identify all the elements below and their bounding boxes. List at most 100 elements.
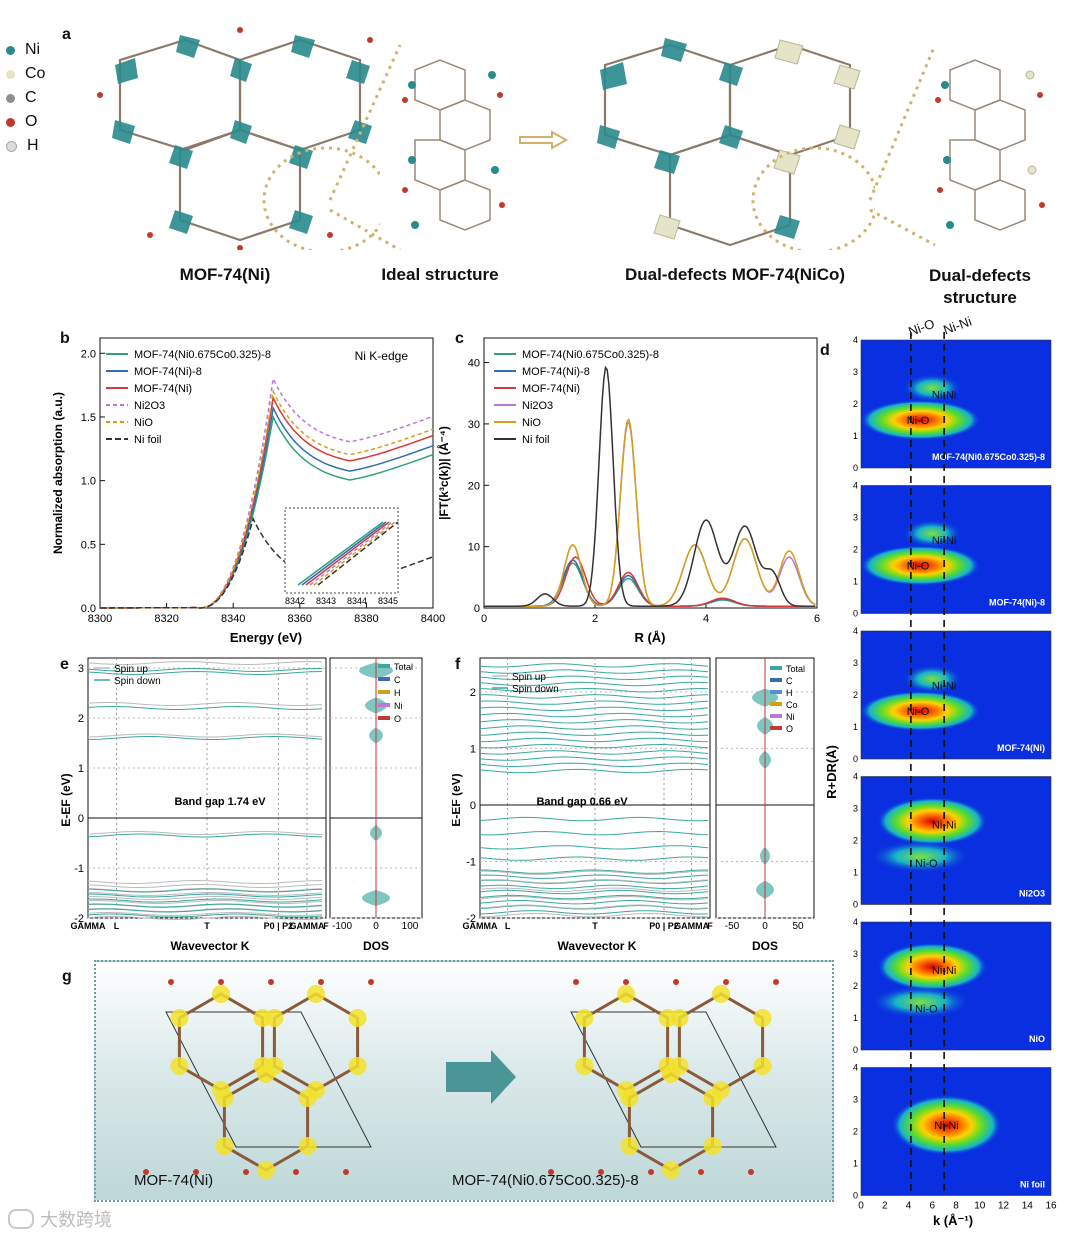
- dos-legend-swatch: [378, 690, 390, 694]
- oxygen-atom: [318, 979, 324, 985]
- inset-tick-label: 8344: [347, 596, 367, 606]
- legend-label: MOF-74(Ni)-8: [134, 366, 202, 378]
- h-dot-icon: [6, 140, 17, 152]
- caption-ideal-structure: Ideal structure: [381, 265, 499, 284]
- c-dot-icon: [6, 93, 15, 103]
- kpoint-label: T: [592, 921, 598, 931]
- band-line: [480, 869, 708, 874]
- x-tick-label: 2: [592, 613, 598, 625]
- x-tick-label: 8: [953, 1201, 959, 1212]
- panel-g-letter: g: [62, 968, 72, 985]
- map-name: Ni foil: [1020, 1180, 1045, 1190]
- band-line: [87, 893, 323, 898]
- x-tick-label: 8400: [421, 613, 445, 625]
- y-axis-label: E-EF (eV): [452, 773, 463, 826]
- legend-ni: Ni: [6, 40, 45, 60]
- panel-d-wavelet-maps: 01234Ni-NiNi-OMOF-74(Ni0.675Co0.325)-801…: [826, 332, 1057, 1228]
- panel-g-label-left: MOF-74(Ni): [134, 1172, 214, 1189]
- band-line: [479, 887, 709, 892]
- peak-label: Ni-O: [907, 415, 930, 427]
- x-tick-label: 8360: [288, 613, 312, 625]
- y-tick-label: 2: [853, 836, 858, 846]
- oxygen-atom: [773, 979, 779, 985]
- legend-co: Co: [6, 64, 45, 84]
- mof74-ni-framework-illustration: [97, 27, 380, 250]
- band-line: [479, 663, 709, 668]
- intensity-spot: [877, 942, 988, 991]
- dos-legend-swatch: [378, 703, 390, 707]
- band-line: [87, 903, 323, 908]
- band-line: [479, 874, 709, 879]
- band-line: [87, 884, 323, 888]
- y-tick-label: 0: [78, 813, 84, 825]
- y-tick-label: 4: [853, 772, 858, 782]
- band-line: [87, 892, 323, 897]
- oxygen-atom: [343, 1169, 349, 1175]
- y-tick-label: 1: [853, 431, 858, 441]
- x-tick-label: 10: [974, 1201, 986, 1212]
- x-tick-label: 2: [882, 1201, 888, 1212]
- y-axis-label: |FT(k³c(k))| (Å⁻⁴): [436, 426, 451, 520]
- band-line: [87, 702, 323, 706]
- dos-tick-label: 0: [762, 921, 768, 932]
- x-tick-label: 8340: [221, 613, 245, 625]
- y-tick-label: 0: [474, 603, 480, 615]
- dos-legend-swatch: [770, 666, 782, 670]
- band-line: [87, 670, 323, 675]
- band-line: [479, 889, 709, 895]
- y-tick-label: 1: [853, 1159, 858, 1169]
- legend-label: MOF-74(Ni): [134, 383, 192, 395]
- charge-density-lobe: [712, 985, 730, 1003]
- band-line: [87, 879, 323, 884]
- peak-label: Ni-O: [915, 1003, 938, 1015]
- band-line: [87, 733, 323, 738]
- kpoint-label: P0 | P2: [264, 921, 294, 931]
- charge-density-lobe: [575, 1057, 594, 1075]
- dos-tick-label: 100: [402, 921, 419, 932]
- dos-tick-label: 0: [373, 921, 379, 932]
- oxygen-atom: [268, 979, 274, 985]
- dos-legend-swatch: [378, 664, 390, 668]
- dos-legend-label: Ni: [786, 712, 795, 722]
- band-line: [87, 899, 323, 904]
- right-arrow-icon: [446, 1050, 516, 1104]
- co-dot-icon: [6, 69, 15, 79]
- band-line: [479, 856, 709, 861]
- kpoint-label: F: [323, 921, 329, 931]
- band-line: [479, 830, 709, 836]
- band-line: [87, 916, 323, 920]
- band-line: [87, 831, 323, 835]
- kpoint-label: GAMMA: [463, 921, 498, 931]
- kpoint-label: F: [707, 921, 713, 931]
- band-line: [479, 816, 709, 822]
- right-arrow-icon: [519, 130, 568, 150]
- intensity-spot: [902, 665, 963, 693]
- legend-label: Ni foil: [522, 434, 550, 446]
- charge-density-lobe: [170, 1057, 189, 1075]
- oxygen-atom: [548, 1169, 554, 1175]
- inset-tick-label: 8342: [285, 596, 305, 606]
- ft-curve: [484, 418, 816, 607]
- watermark-logo-icon: [8, 1209, 34, 1229]
- legend-label: Spin up: [512, 672, 546, 683]
- y-tick-label: 1: [853, 868, 858, 878]
- dos-legend-swatch: [770, 702, 782, 706]
- charge-density-lobe: [298, 1089, 317, 1107]
- dos-legend-label: Ni: [394, 701, 403, 711]
- x-tick-label: 12: [998, 1201, 1010, 1212]
- intensity-spot: [902, 374, 963, 402]
- band-line: [479, 756, 709, 761]
- y-tick-label: 0: [853, 463, 858, 473]
- y-tick-label: 0: [470, 800, 476, 812]
- panel-b-xanes-chart: 8300 8320 8340 8360 8380 84000.00.51.01.52.0 …: [51, 337, 445, 645]
- x-axis-label: Wavevector K: [558, 939, 637, 953]
- peak-label: Ni-O: [915, 858, 938, 870]
- oxygen-atom: [293, 1169, 299, 1175]
- legend-label: Spin up: [114, 664, 148, 675]
- charge-density-lobe: [215, 1089, 234, 1107]
- o-dot-icon: [6, 117, 15, 127]
- x-tick-label: 8320: [154, 613, 178, 625]
- map-frame: [860, 485, 1052, 614]
